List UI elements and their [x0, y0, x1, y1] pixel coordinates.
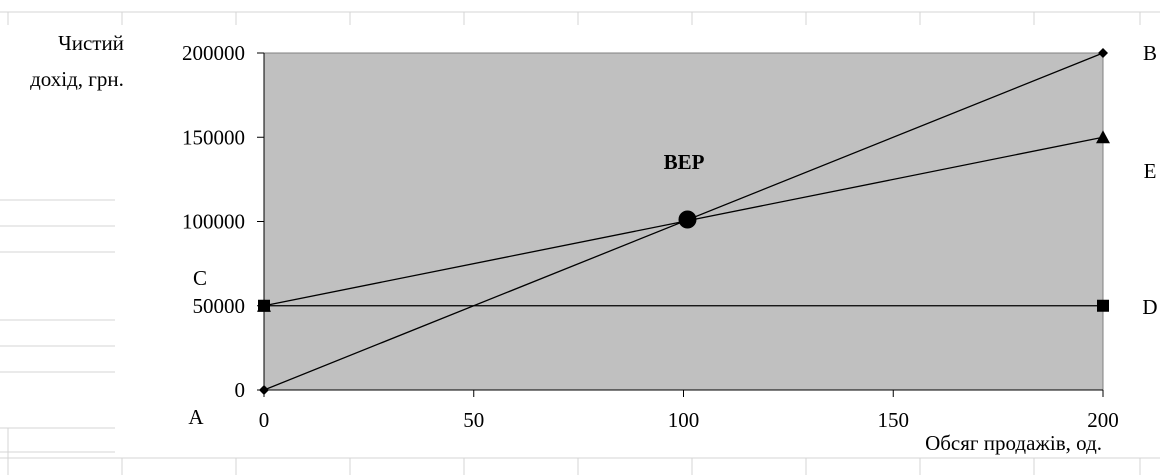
- y-tick-label: 0: [235, 378, 246, 402]
- marker-total_cost: [1096, 130, 1110, 144]
- marker-fixed_cost: [258, 299, 270, 312]
- y-tick-label: 50000: [193, 294, 246, 318]
- x-tick-label: 50: [463, 408, 484, 432]
- y-tick-label: 100000: [182, 210, 245, 234]
- marker-fixed_cost: [1097, 299, 1109, 312]
- point-label-a: A: [188, 405, 204, 429]
- y-tick-label: 150000: [182, 125, 245, 149]
- x-axis-title: Обсяг продажів, од.: [925, 431, 1102, 455]
- series-markers: [257, 48, 1110, 395]
- bep-point: [678, 210, 697, 229]
- point-label-c: C: [193, 266, 207, 290]
- x-tick-label: 100: [668, 408, 700, 432]
- y-axis-ticks: 0 50000 100000 150000 200000: [182, 41, 264, 402]
- marker-revenue: [1098, 48, 1108, 58]
- point-label-d: D: [1142, 295, 1157, 319]
- y-tick-label: 200000: [182, 41, 245, 65]
- sheet-gridlines: [0, 11, 1160, 475]
- bep-label: BEP: [664, 150, 705, 174]
- x-tick-label: 200: [1087, 408, 1119, 432]
- y-axis-title-line2: дохід, грн.: [30, 67, 124, 91]
- point-label-e: E: [1144, 159, 1157, 183]
- point-label-b: B: [1143, 41, 1157, 65]
- marker-revenue: [259, 385, 269, 395]
- x-axis-ticks: 0 50 100 150 200: [259, 390, 1119, 432]
- y-axis-title-line1: Чистий: [58, 31, 124, 55]
- x-tick-label: 0: [259, 408, 270, 432]
- x-tick-label: 150: [878, 408, 910, 432]
